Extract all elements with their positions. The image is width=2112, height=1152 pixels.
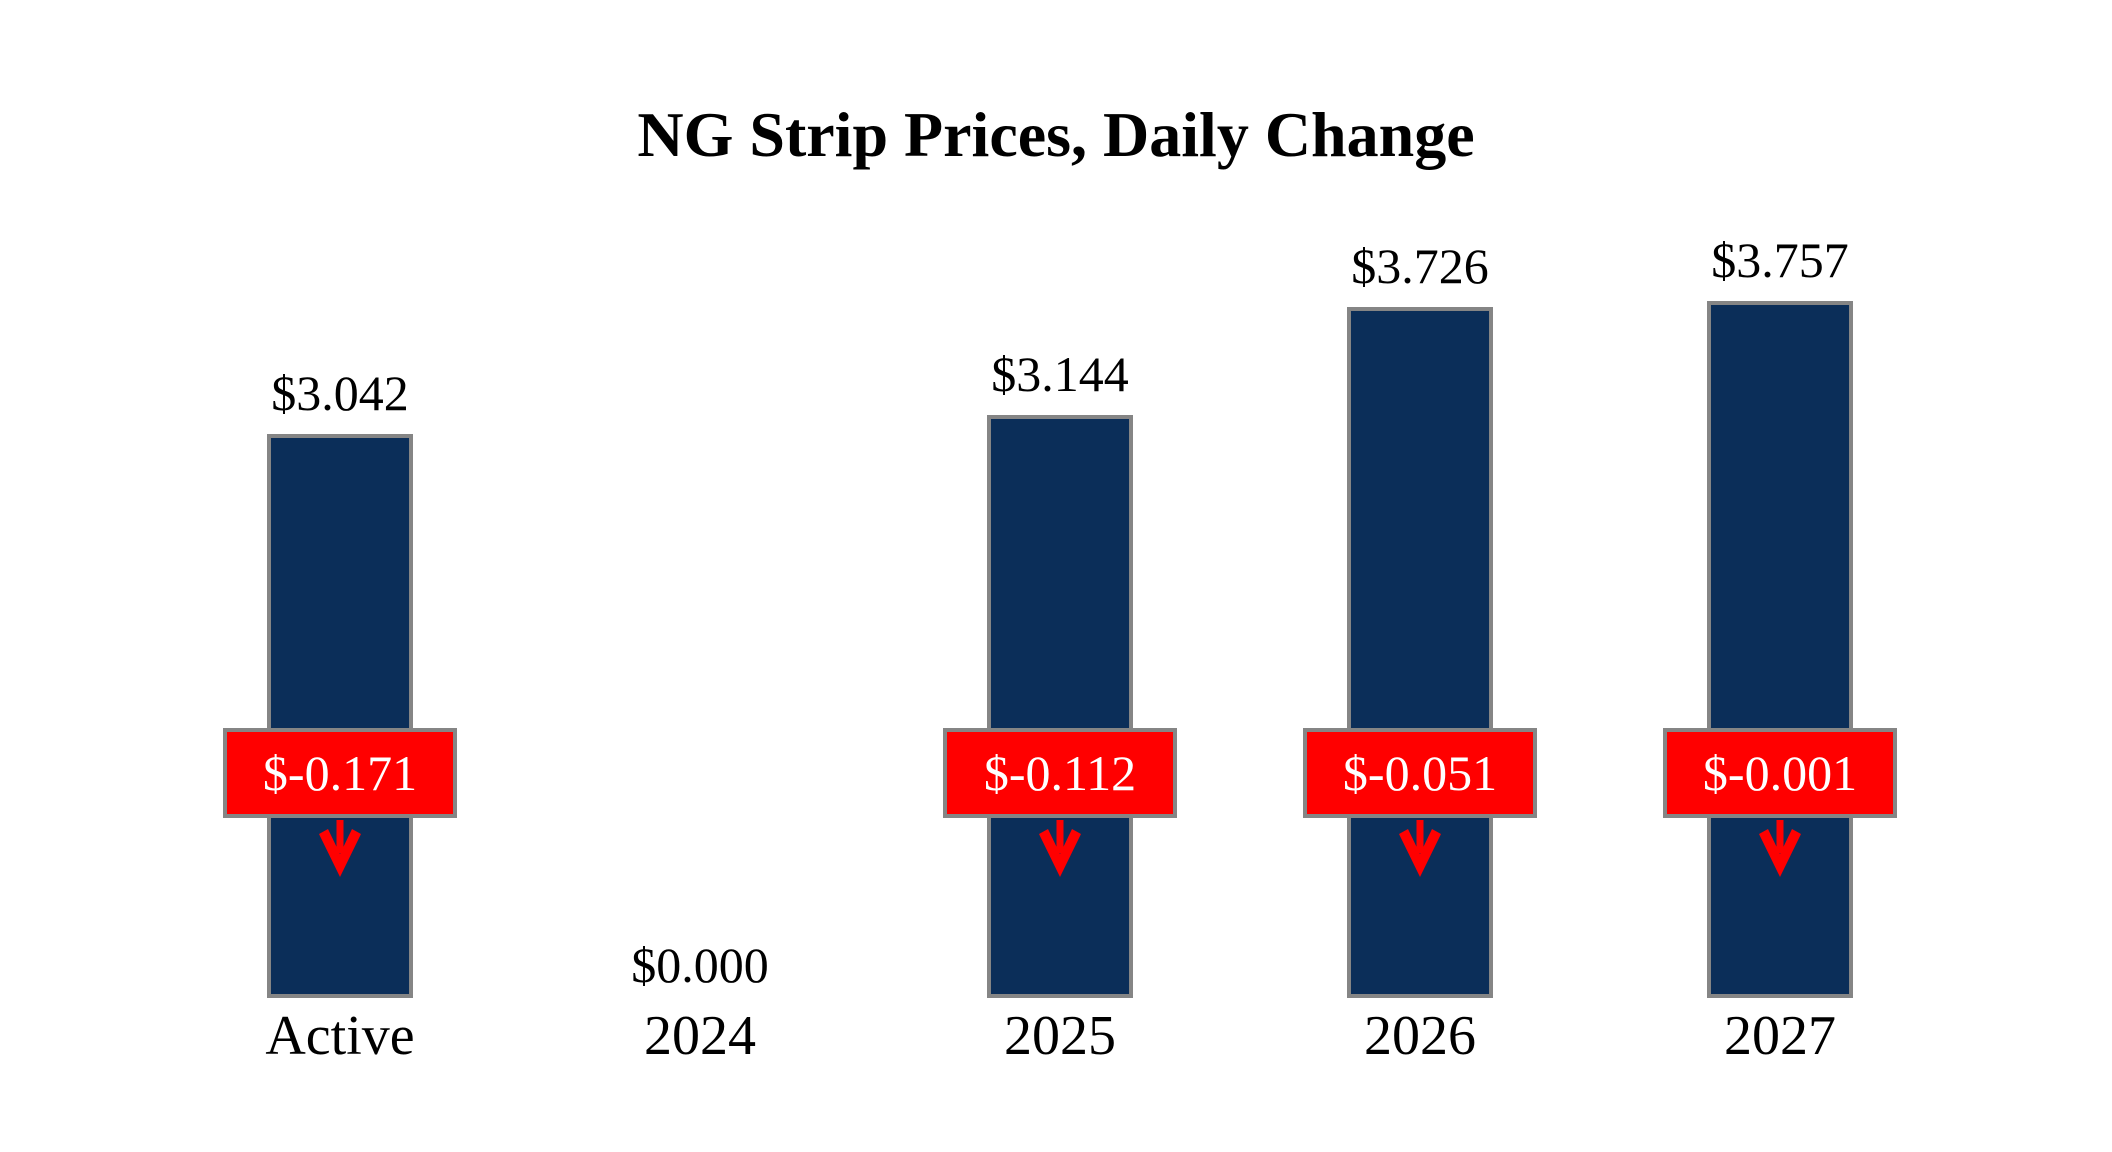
- bar-active: [267, 434, 413, 998]
- bar-value-label-2027: $3.757: [1711, 232, 1849, 288]
- down-arrow-icon: [319, 820, 361, 877]
- bar-2027: [1707, 301, 1853, 998]
- daily-change-badge-2027: $-0.001: [1663, 728, 1897, 818]
- bar-2025: [987, 415, 1133, 998]
- daily-change-badge-active: $-0.171: [223, 728, 457, 818]
- x-axis-label-2027: 2027: [1724, 1005, 1836, 1067]
- down-arrow-icon: [1759, 820, 1801, 877]
- daily-change-badge-2026: $-0.051: [1303, 728, 1537, 818]
- daily-change-value: $-0.051: [1342, 745, 1498, 801]
- bar-2026: [1347, 307, 1493, 998]
- x-axis-label-2025: 2025: [1004, 1005, 1116, 1067]
- down-arrow-icon: [1399, 820, 1441, 877]
- daily-change-value: $-0.112: [983, 745, 1137, 801]
- bar-value-label-active: $3.042: [271, 365, 409, 421]
- daily-change-badge-2025: $-0.112: [943, 728, 1177, 818]
- x-axis-label-active: Active: [265, 1005, 415, 1067]
- bar-value-label-2024: $0.000: [631, 937, 769, 993]
- chart-title: NG Strip Prices, Daily Change: [637, 99, 1475, 170]
- x-axis-label-2024: 2024: [644, 1005, 756, 1067]
- bar-value-label-2025: $3.144: [991, 346, 1129, 402]
- daily-change-value: $-0.171: [262, 745, 418, 801]
- bar-value-label-2026: $3.726: [1351, 238, 1489, 294]
- x-axis-label-2026: 2026: [1364, 1005, 1476, 1067]
- daily-change-value: $-0.001: [1702, 745, 1858, 801]
- down-arrow-icon: [1039, 820, 1081, 877]
